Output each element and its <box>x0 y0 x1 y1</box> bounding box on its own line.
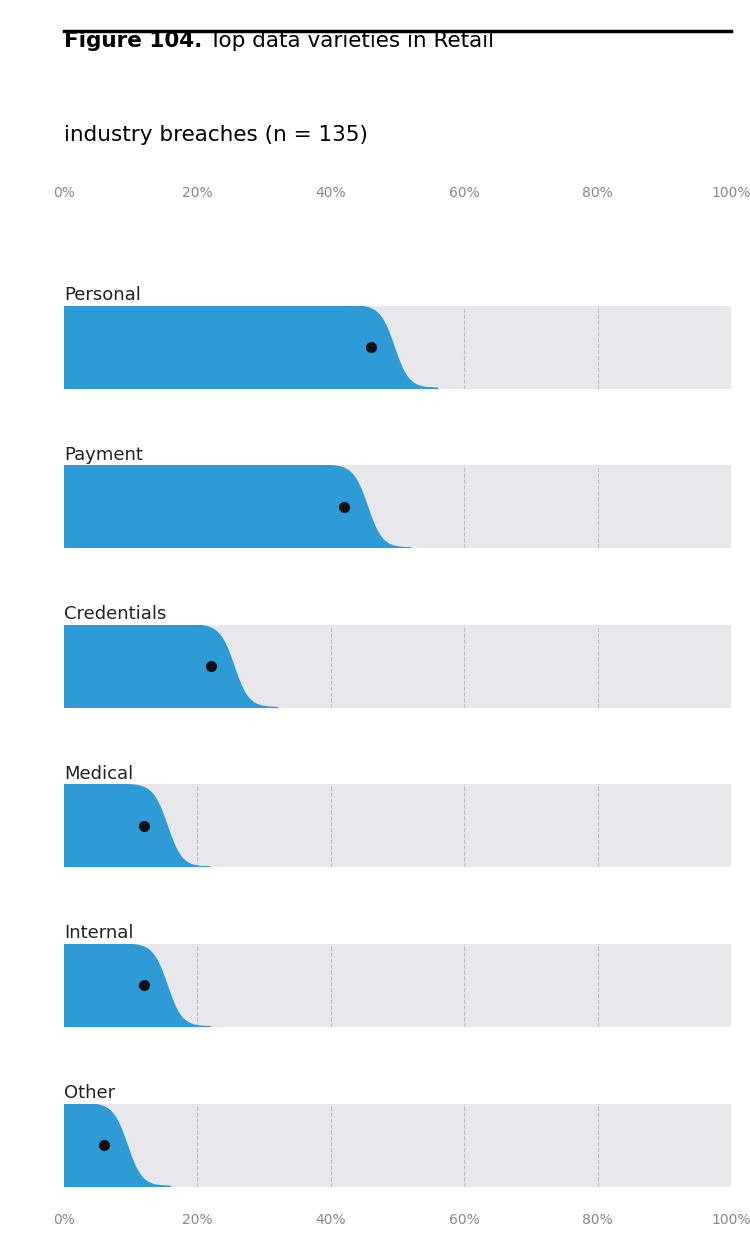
Polygon shape <box>64 625 278 708</box>
Text: 80%: 80% <box>582 1212 614 1227</box>
Text: 0%: 0% <box>53 1212 75 1227</box>
Text: 20%: 20% <box>182 186 212 201</box>
Text: Personal: Personal <box>64 286 141 304</box>
Text: 40%: 40% <box>316 186 346 201</box>
Text: 0%: 0% <box>53 186 75 201</box>
Text: industry breaches (n = 135): industry breaches (n = 135) <box>64 125 368 145</box>
Polygon shape <box>64 944 211 1028</box>
Text: Internal: Internal <box>64 924 134 943</box>
Text: 100%: 100% <box>712 186 750 201</box>
Text: Other: Other <box>64 1084 115 1102</box>
Text: Payment: Payment <box>64 445 142 464</box>
Text: 40%: 40% <box>316 1212 346 1227</box>
Text: Credentials: Credentials <box>64 605 167 624</box>
Text: Medical: Medical <box>64 764 133 783</box>
Polygon shape <box>64 784 211 868</box>
Text: Top data varieties in Retail: Top data varieties in Retail <box>202 31 494 51</box>
Text: Figure 104.: Figure 104. <box>64 31 202 51</box>
Text: 60%: 60% <box>448 186 480 201</box>
Text: 100%: 100% <box>712 1212 750 1227</box>
Text: 60%: 60% <box>448 1212 480 1227</box>
Polygon shape <box>64 306 437 389</box>
Text: 80%: 80% <box>582 186 614 201</box>
Polygon shape <box>64 465 411 549</box>
Polygon shape <box>64 1104 170 1187</box>
Text: 20%: 20% <box>182 1212 212 1227</box>
